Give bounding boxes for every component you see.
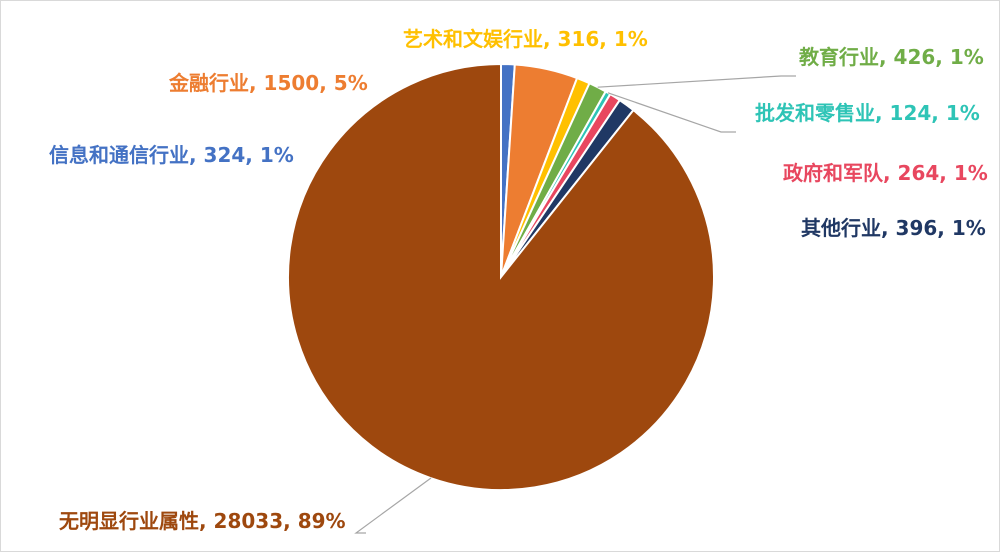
data-label-arts-entertainment: 艺术和文娱行业, 316, 1%: [403, 27, 648, 51]
data-label-other: 其他行业, 396, 1%: [801, 216, 986, 240]
leader-line-education: [597, 75, 796, 88]
data-label-finance: 金融行业, 1500, 5%: [169, 71, 368, 95]
data-label-info-comm: 信息和通信行业, 324, 1%: [49, 143, 294, 167]
leader-line-no-industry: [354, 477, 432, 534]
data-label-wholesale-retail: 批发和零售业, 124, 1%: [755, 101, 980, 125]
data-label-education: 教育行业, 426, 1%: [799, 45, 984, 69]
data-label-no-industry: 无明显行业属性, 28033, 89%: [59, 509, 346, 533]
pie-slice-no-industry: [287, 62, 715, 491]
leader-line-wholesale-retail: [607, 92, 736, 133]
data-label-government-military: 政府和军队, 264, 1%: [783, 161, 988, 185]
